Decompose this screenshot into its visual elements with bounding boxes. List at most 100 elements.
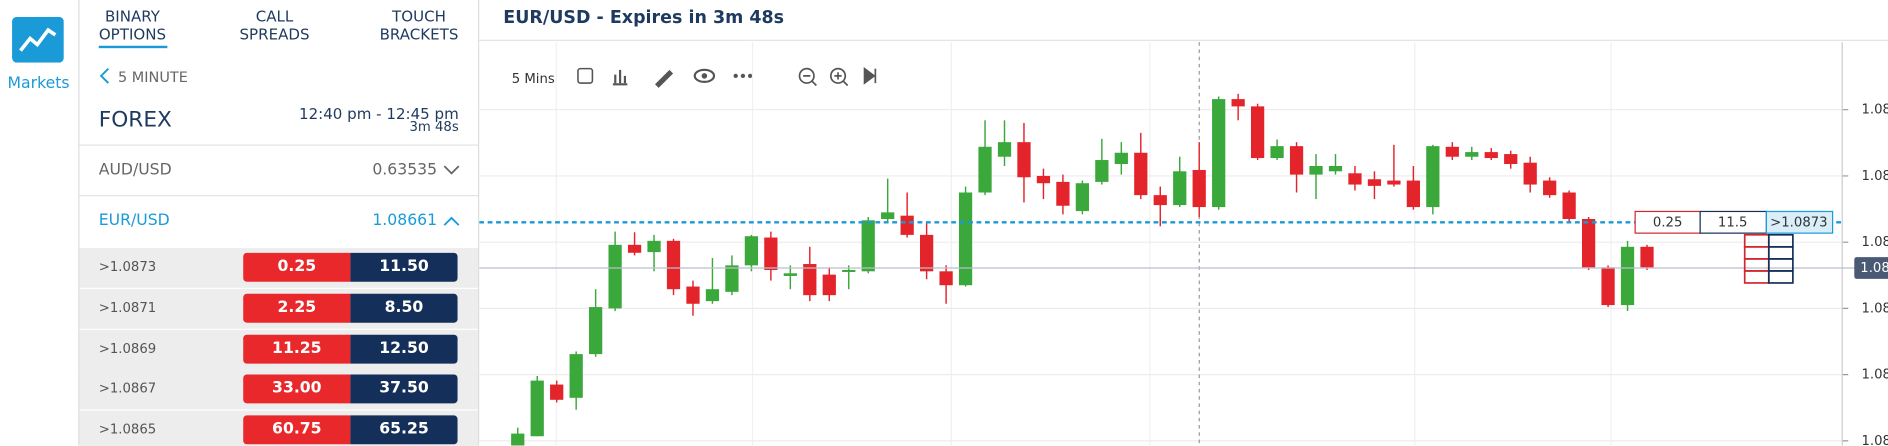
- strike-row: >1.0871 2.25 8.50: [79, 288, 479, 330]
- zoom-in-icon[interactable]: [829, 67, 849, 87]
- y-tick-label: 1.084: [1862, 434, 1888, 446]
- candle-body: [530, 380, 544, 437]
- strike-label: >1.0873: [98, 258, 157, 275]
- ladder-put: [1743, 245, 1770, 260]
- candle-body: [608, 244, 622, 309]
- candle-body: [744, 236, 759, 266]
- jump-icon[interactable]: [863, 66, 877, 85]
- candle-body: [1289, 146, 1304, 175]
- pair-price: 0.63535: [372, 161, 438, 180]
- zoom-out-icon[interactable]: [798, 67, 817, 87]
- current-price-box: [1854, 257, 1888, 279]
- candle-body: [1523, 162, 1537, 185]
- candle-body: [1465, 152, 1479, 157]
- put-price[interactable]: 2.25: [243, 293, 351, 323]
- candle-body: [1036, 175, 1051, 184]
- candle-body: [569, 354, 583, 398]
- call-price[interactable]: 12.50: [350, 334, 458, 364]
- call-price[interactable]: 11.50: [350, 252, 458, 282]
- sidebar: [0, 0, 80, 446]
- candle-body: [1270, 146, 1284, 159]
- candle-body: [511, 433, 525, 446]
- candle-body: [1562, 192, 1576, 219]
- ladder-put: [1743, 258, 1770, 272]
- ladder-put: [1743, 270, 1770, 284]
- current-price-label: 1.08661: [1860, 261, 1888, 276]
- candle-body: [900, 215, 914, 235]
- candle-body: [1367, 179, 1382, 186]
- y-tick-label: 1.086: [1862, 301, 1888, 316]
- strike-label: >1.0871: [98, 299, 157, 316]
- candle-body: [1114, 152, 1128, 165]
- candle-body: [1348, 173, 1362, 185]
- candle-body: [627, 244, 642, 253]
- candle-body: [686, 286, 700, 304]
- put-price[interactable]: 33.00: [243, 374, 351, 404]
- ladder-call: [1767, 258, 1794, 272]
- candle-body: [920, 234, 934, 272]
- candle-body: [1212, 99, 1226, 208]
- candle-body: [1445, 146, 1459, 157]
- candle-body: [978, 146, 992, 193]
- pair-name[interactable]: EUR/USD: [98, 211, 170, 230]
- y-tick-label: 1.088: [1862, 169, 1888, 184]
- chart: 1.084 1.085 1.086 1.087 1.088 1.089 1.08661 0.2…: [479, 42, 1888, 446]
- candle-body: [647, 240, 661, 253]
- collapse-chevron[interactable]: [443, 216, 460, 227]
- candle-body: [1095, 160, 1109, 182]
- candle-body: [1192, 169, 1206, 208]
- group-title: FOREX: [98, 107, 172, 133]
- interval[interactable]: 5 Mins: [511, 71, 555, 87]
- ladder-call: [1767, 245, 1794, 260]
- call-price[interactable]: 65.25: [350, 415, 458, 445]
- candle-body: [1543, 180, 1557, 196]
- divider: [79, 144, 479, 146]
- markets-icon[interactable]: [12, 16, 64, 63]
- candle-body: [1581, 218, 1596, 268]
- call-price[interactable]: 37.50: [350, 374, 458, 404]
- expand-chevron[interactable]: [443, 165, 460, 176]
- candle-body: [1056, 181, 1070, 206]
- strike-label: >1.0865: [98, 421, 157, 438]
- candle-body: [997, 142, 1012, 157]
- candle-body: [1620, 246, 1635, 306]
- ticket-strike: [1765, 210, 1834, 234]
- back-link[interactable]: 5 MINUTE: [117, 68, 188, 86]
- put-price[interactable]: 11.25: [243, 334, 351, 364]
- divider: [79, 195, 479, 197]
- calendar-icon[interactable]: [577, 67, 594, 84]
- call-price[interactable]: 8.50: [350, 293, 458, 323]
- pair-name[interactable]: AUD/USD: [98, 161, 172, 180]
- back-chevron[interactable]: [99, 67, 111, 84]
- ticket-call-price: 11.5: [1718, 215, 1747, 230]
- more-icon[interactable]: [733, 73, 753, 79]
- eye-icon[interactable]: [693, 68, 716, 83]
- strike-row: >1.0865 60.75 65.25: [79, 410, 479, 446]
- candle-body: [1231, 99, 1245, 107]
- chart-title: EUR/USD - Expires in 3m 48s: [503, 8, 785, 28]
- candle-body: [1250, 106, 1265, 159]
- toolbar: [577, 66, 877, 88]
- ladder-call: [1767, 270, 1794, 284]
- markets-label[interactable]: Markets: [7, 74, 70, 93]
- candle-body: [589, 307, 603, 355]
- pencil-icon[interactable]: [655, 69, 674, 88]
- candle-body: [803, 264, 817, 296]
- y-tick-label: 1.089: [1862, 103, 1888, 118]
- candle-body: [1173, 171, 1187, 206]
- tab[interactable]: TOUCH BRACKETS: [379, 7, 459, 44]
- candle-body: [550, 384, 564, 400]
- candle-body: [1134, 152, 1148, 196]
- bars-icon[interactable]: [612, 69, 628, 86]
- put-price[interactable]: 60.75: [243, 415, 351, 445]
- candle-body: [783, 273, 797, 276]
- tab[interactable]: CALL SPREADS: [239, 7, 310, 44]
- tab[interactable]: BINARY OPTIONS: [98, 7, 167, 44]
- candle-body: [1601, 267, 1615, 306]
- candle-body: [881, 212, 895, 219]
- put-price[interactable]: 0.25: [243, 252, 351, 282]
- pair-price: 1.08661: [372, 211, 438, 230]
- strike-label: >1.0869: [98, 340, 157, 356]
